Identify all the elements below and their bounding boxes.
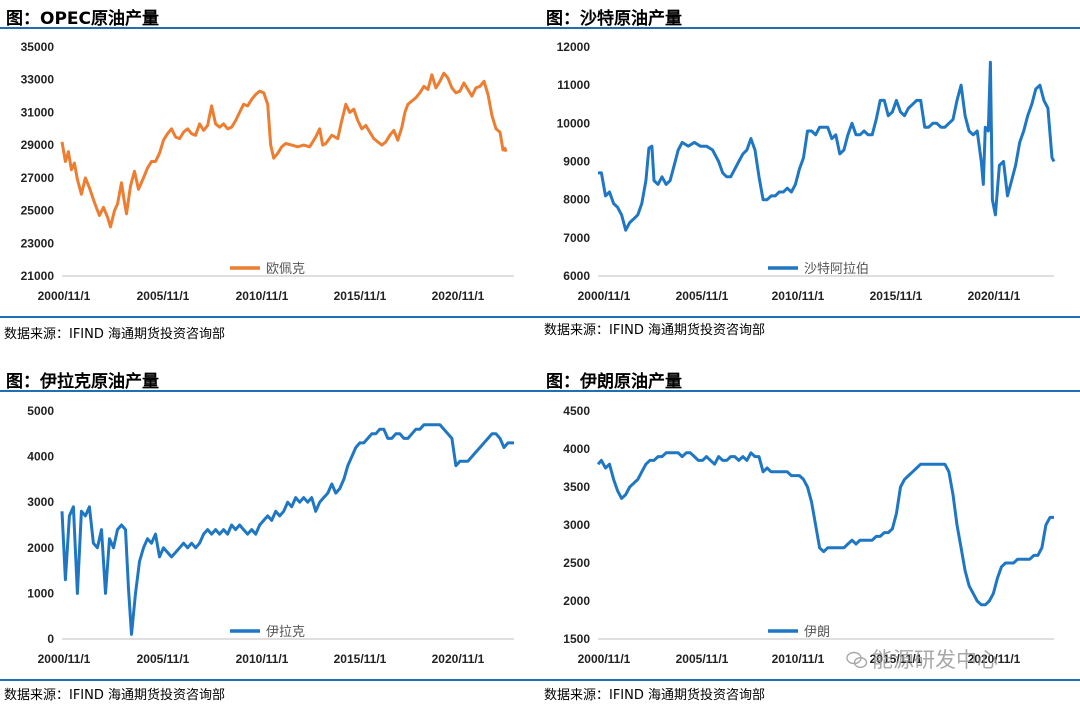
y-tick-label: 1000 xyxy=(27,586,54,600)
series-line xyxy=(596,451,1054,607)
watermark: 能源研发中心 xyxy=(846,644,998,674)
chart-title: 图：OPEC原油产量 xyxy=(6,9,159,29)
x-tick-label: 2015/11/1 xyxy=(870,652,923,666)
series-line xyxy=(60,71,508,229)
iraq-chart: 0 1000 2000 3000 4000 5000 2000/11/1 2005/11/1 2… xyxy=(27,404,514,666)
title-underline xyxy=(540,390,1080,392)
source-text: 数据来源：IFIND 海通期货投资咨询部 xyxy=(4,327,226,342)
x-tick-label: 2010/11/1 xyxy=(236,652,289,666)
chart-title: 图：伊拉克原油产量 xyxy=(6,372,159,392)
y-tick-label: 35000 xyxy=(21,40,55,54)
y-tick-label: 7000 xyxy=(563,231,590,245)
x-tick-label: 2020/11/1 xyxy=(968,652,1021,666)
y-tick-label: 31000 xyxy=(21,105,55,119)
y-tick-label: 25000 xyxy=(21,204,55,218)
x-tick-label: 2020/11/1 xyxy=(968,289,1021,303)
opec-chart: 21000 23000 25000 27000 29000 31000 33000 35000… xyxy=(21,40,514,303)
x-tick-label: 2005/11/1 xyxy=(137,652,190,666)
y-tick-label: 6000 xyxy=(563,269,590,283)
x-tick-label: 2000/11/1 xyxy=(38,289,91,303)
saudi-panel: 图：沙特原油产量 6000 7000 8000 9000 10000 11000 12000… xyxy=(540,0,1080,353)
y-tick-label: 2000 xyxy=(563,594,590,608)
y-tick-label: 21000 xyxy=(21,269,55,283)
y-tick-label: 0 xyxy=(47,632,54,646)
y-tick-label: 8000 xyxy=(563,193,590,207)
y-tick-label: 3000 xyxy=(27,495,54,509)
y-tick-label: 11000 xyxy=(557,78,590,92)
x-tick-label: 2010/11/1 xyxy=(236,289,289,303)
chart-title: 图：伊朗原油产量 xyxy=(546,372,682,392)
title-underline xyxy=(540,27,1080,29)
x-tick-label: 2020/11/1 xyxy=(432,652,485,666)
source-line xyxy=(540,316,1080,318)
watermark-text: 能源研发中心 xyxy=(872,648,998,672)
y-tick-label: 3500 xyxy=(563,480,590,494)
series-line xyxy=(60,423,514,636)
legend-label: 伊朗 xyxy=(804,625,830,640)
x-tick-label: 2010/11/1 xyxy=(772,289,825,303)
title-underline xyxy=(0,390,540,392)
source-text: 数据来源：IFIND 海通期货投资咨询部 xyxy=(544,688,766,703)
x-tick-label: 2000/11/1 xyxy=(578,652,631,666)
iran-chart: 1500 2000 2500 3000 3500 4000 4500 2000/11/1 200… xyxy=(563,404,1054,666)
opec-panel: 图：OPEC原油产量 21000 23000 25000 27000 29000 3100… xyxy=(0,0,540,353)
y-tick-label: 5000 xyxy=(27,404,54,418)
iraq-panel: 图：伊拉克原油产量 0 1000 2000 3000 4000 5000 2000/11/1… xyxy=(0,363,540,716)
title-underline xyxy=(0,27,540,29)
y-tick-label: 23000 xyxy=(21,236,55,250)
wechat-icon xyxy=(846,651,868,669)
x-tick-label: 2000/11/1 xyxy=(578,289,631,303)
y-tick-label: 4000 xyxy=(27,450,54,464)
x-tick-label: 2005/11/1 xyxy=(676,289,729,303)
x-tick-label: 2010/11/1 xyxy=(772,652,825,666)
series-line xyxy=(598,60,1056,232)
y-tick-label: 10000 xyxy=(557,116,591,130)
y-tick-label: 33000 xyxy=(21,73,55,87)
x-tick-label: 2015/11/1 xyxy=(334,652,387,666)
y-tick-label: 29000 xyxy=(21,138,55,152)
y-tick-label: 1500 xyxy=(563,632,590,646)
legend-label: 欧佩克 xyxy=(266,262,305,277)
x-tick-label: 2000/11/1 xyxy=(38,652,91,666)
source-text: 数据来源：IFIND 海通期货投资咨询部 xyxy=(544,323,766,338)
y-tick-label: 4500 xyxy=(563,404,590,418)
y-tick-label: 4000 xyxy=(563,442,590,456)
y-tick-label: 9000 xyxy=(563,155,590,169)
source-line xyxy=(0,316,540,318)
x-tick-label: 2020/11/1 xyxy=(432,289,485,303)
y-tick-label: 12000 xyxy=(557,40,591,54)
source-line xyxy=(540,679,1080,681)
y-tick-label: 3000 xyxy=(563,518,590,532)
x-tick-label: 2015/11/1 xyxy=(334,289,387,303)
x-tick-label: 2005/11/1 xyxy=(676,652,729,666)
x-tick-label: 2005/11/1 xyxy=(137,289,190,303)
y-tick-label: 2000 xyxy=(27,541,54,555)
saudi-chart: 6000 7000 8000 9000 10000 11000 12000 2000/11/1… xyxy=(557,40,1056,303)
legend-label: 伊拉克 xyxy=(266,625,305,640)
chart-title: 图：沙特原油产量 xyxy=(546,9,682,29)
source-text: 数据来源：IFIND 海通期货投资咨询部 xyxy=(4,688,226,703)
legend-label: 沙特阿拉伯 xyxy=(804,262,869,277)
iran-panel: 图：伊朗原油产量 1500 2000 2500 3000 3500 4000 4500 200… xyxy=(540,363,1080,716)
source-line xyxy=(0,679,540,681)
y-tick-label: 2500 xyxy=(563,556,590,570)
x-tick-label: 2015/11/1 xyxy=(870,289,923,303)
y-tick-label: 27000 xyxy=(21,171,55,185)
